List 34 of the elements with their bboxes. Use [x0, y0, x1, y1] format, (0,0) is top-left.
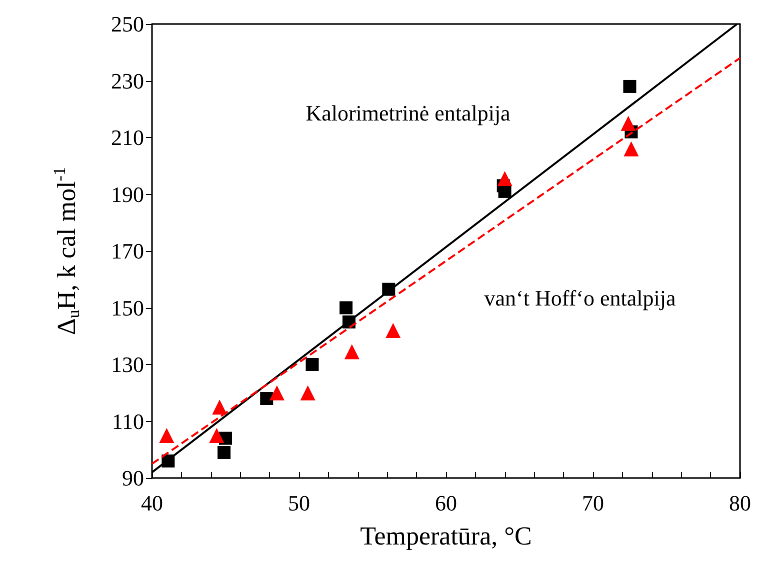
point — [260, 392, 274, 406]
y-tick-label: 150 — [111, 295, 144, 320]
x-tick-label: 50 — [288, 490, 310, 516]
x-axis-title: Temperatūra, °C — [360, 522, 532, 550]
point — [159, 428, 174, 443]
x-tick-label: 70 — [582, 490, 604, 516]
y-tick-label: 170 — [111, 238, 144, 264]
annotation: Kalorimetrinė entalpija — [306, 100, 511, 126]
x-tick-label: 80 — [729, 490, 751, 516]
y-tick-label: 130 — [111, 352, 144, 377]
point — [340, 301, 353, 314]
y-axis-title: ΔuH, k cal mol-1 — [50, 167, 83, 335]
y-tick-label: 90 — [122, 466, 144, 490]
point — [269, 385, 284, 400]
y-tick-label: 230 — [111, 68, 144, 94]
point — [209, 428, 224, 443]
point — [497, 171, 512, 186]
y-tick-label: 110 — [112, 408, 144, 434]
point — [212, 400, 228, 415]
annotation: van‘t Hoff‘o entalpija — [484, 286, 676, 310]
point — [498, 184, 512, 198]
point — [624, 141, 639, 156]
point — [344, 344, 360, 360]
x-tick-label: 40 — [141, 490, 163, 516]
point — [218, 446, 231, 459]
y-tick-label: 190 — [111, 182, 144, 207]
x-tick-label: 60 — [435, 490, 457, 516]
point — [300, 385, 316, 400]
y-tick-label: 250 — [111, 12, 144, 36]
point — [620, 116, 636, 131]
point — [623, 80, 636, 93]
y-tick-label: 210 — [111, 125, 144, 150]
point — [306, 358, 319, 371]
point — [386, 322, 401, 338]
